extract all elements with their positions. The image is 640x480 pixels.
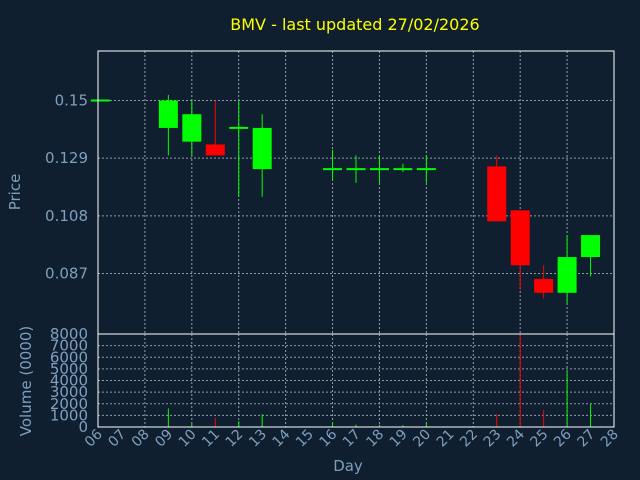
chart-title: BMV - last updated 27/02/2026 <box>230 15 479 34</box>
candle-body <box>158 100 178 128</box>
x-axis-label: Day <box>333 457 363 475</box>
candle-body <box>182 114 202 142</box>
candle-body <box>510 210 530 266</box>
volume-panel-frame <box>97 333 615 428</box>
candle-body <box>252 127 272 170</box>
candle-body <box>581 235 601 258</box>
volume-tick-label: 4000 <box>50 372 88 390</box>
volume-tick-label: 3000 <box>50 383 88 401</box>
volume-tick-label: 0 <box>78 418 88 436</box>
candle-body <box>557 257 577 293</box>
volume-tick-label: 6000 <box>50 348 88 366</box>
price-tick-label: 0.108 <box>45 207 88 225</box>
volume-axis-label: Volume (0000) <box>17 326 35 436</box>
volume-bars <box>167 334 592 427</box>
volume-tick-label: 8000 <box>50 325 88 343</box>
price-tick-label: 0.15 <box>55 91 88 109</box>
volume-tick-label: 7000 <box>50 337 88 355</box>
price-tick-label: 0.129 <box>45 149 88 167</box>
price-tick-label: 0.087 <box>45 265 88 283</box>
x-tick-labels: 06 07 08 09 10 11 12 13 14 15 16 17 18 19 20 21 22 23 24 25… <box>82 426 622 450</box>
volume-tick-label: 2000 <box>50 395 88 413</box>
candles <box>90 94 601 304</box>
candle-body <box>487 166 507 222</box>
volume-tick-label: 5000 <box>50 360 88 378</box>
price-axis-label: Price <box>6 174 24 211</box>
candle-body <box>205 144 225 156</box>
volume-tick-label: 1000 <box>50 406 88 424</box>
price-tick-labels: 0.15 0.129 0.108 0.087 <box>45 91 88 282</box>
candle-body <box>534 279 554 293</box>
